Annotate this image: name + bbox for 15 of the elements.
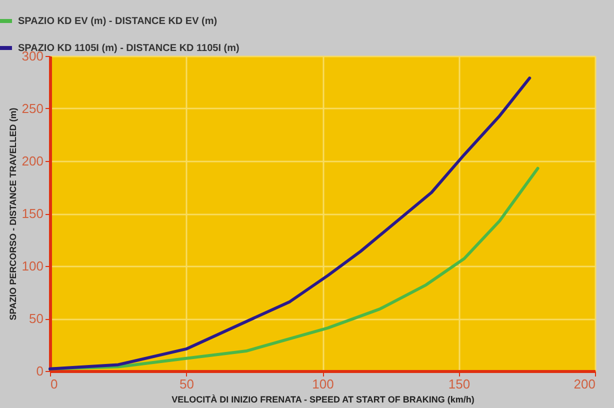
y-tick-label: 0 [36,364,44,378]
line-series [48,76,532,370]
x-tick-label: 0 [50,376,58,392]
legend-label: SPAZIO KD EV (m) - DISTANCE KD EV (m) [18,16,218,27]
y-tick-label: 200 [22,154,44,168]
y-tick-label: 50 [29,311,44,326]
y-axis-title: SPAZIO PERCORSO - DISTANCE TRAVELLED (m) [8,108,18,320]
y-tick-label: 150 [22,206,44,221]
x-tick-label: 150 [448,376,470,392]
x-tick-label: 100 [312,376,334,392]
y-tick-label: 250 [22,101,44,116]
y-tick-label: 100 [22,258,44,274]
x-tick-label: 50 [180,376,194,392]
x-tick-label: 200 [574,376,596,392]
x-axis-title: VELOCITÀ DI INIZIO FRENATA - SPEED AT START OF BRAKING (km/h) [172,394,474,404]
